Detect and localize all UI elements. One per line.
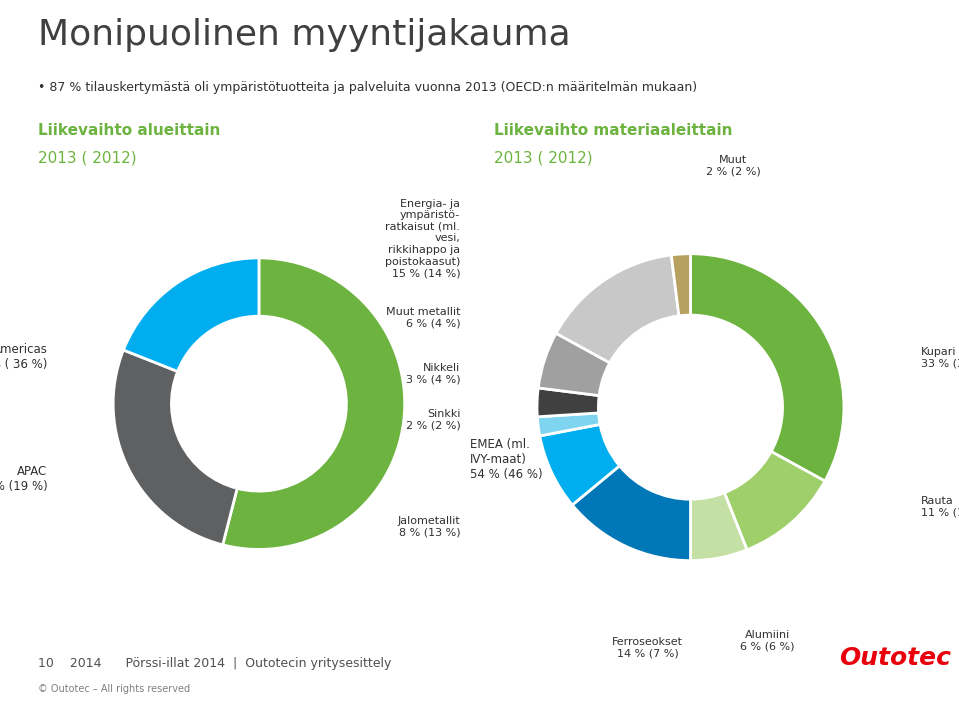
Text: © Outotec – All rights reserved: © Outotec – All rights reserved <box>38 684 191 694</box>
Text: • 87 % tilauskertymästä oli ympäristötuotteita ja palveluita vuonna 2013 (OECD:n: • 87 % tilauskertymästä oli ympäristötuo… <box>38 81 697 94</box>
Text: APAC
19 % (19 %): APAC 19 % (19 %) <box>0 465 48 494</box>
Text: Energia- ja
ympäristö-
ratkaisut (ml.
vesi,
rikkihappo ja
poistokaasut)
15 % (14: Energia- ja ympäristö- ratkaisut (ml. ve… <box>385 199 460 278</box>
Text: Ferroseokset
14 % (7 %): Ferroseokset 14 % (7 %) <box>612 637 683 659</box>
Text: Outotec: Outotec <box>839 647 951 670</box>
Text: Americas
27 % ( 36 %): Americas 27 % ( 36 %) <box>0 343 48 371</box>
Text: 10    2014      Pörssi-illat 2014  |  Outotecin yritysesittely: 10 2014 Pörssi-illat 2014 | Outotecin yr… <box>38 657 391 670</box>
Wedge shape <box>113 350 237 545</box>
Wedge shape <box>537 413 600 436</box>
Wedge shape <box>690 253 844 481</box>
Text: Rauta
11 % (14 %): Rauta 11 % (14 %) <box>921 496 959 517</box>
Wedge shape <box>556 255 679 363</box>
Text: Liikevaihto alueittain: Liikevaihto alueittain <box>38 123 221 138</box>
Wedge shape <box>573 466 690 561</box>
Text: Jalometallit
8 % (13 %): Jalometallit 8 % (13 %) <box>398 516 460 538</box>
Wedge shape <box>671 253 690 316</box>
Wedge shape <box>124 258 259 371</box>
Wedge shape <box>690 493 747 561</box>
Wedge shape <box>540 425 620 505</box>
Text: Muut metallit
6 % (4 %): Muut metallit 6 % (4 %) <box>386 307 460 329</box>
Text: Nikkeli
3 % (4 %): Nikkeli 3 % (4 %) <box>406 363 460 384</box>
Text: Kupari
33 % (33 %): Kupari 33 % (33 %) <box>921 347 959 369</box>
Wedge shape <box>537 388 599 417</box>
Text: Monipuolinen myyntijakauma: Monipuolinen myyntijakauma <box>38 18 571 51</box>
Wedge shape <box>538 333 610 396</box>
Text: Alumiini
6 % (6 %): Alumiini 6 % (6 %) <box>740 630 794 651</box>
Text: Liikevaihto materiaaleittain: Liikevaihto materiaaleittain <box>494 123 733 138</box>
Text: 2013 ( 2012): 2013 ( 2012) <box>494 151 593 166</box>
Wedge shape <box>724 451 825 550</box>
Text: Muut
2 % (2 %): Muut 2 % (2 %) <box>706 155 760 177</box>
Wedge shape <box>222 258 405 550</box>
Text: 2013 ( 2012): 2013 ( 2012) <box>38 151 137 166</box>
Text: EMEA (ml.
IVY-maat)
54 % (46 %): EMEA (ml. IVY-maat) 54 % (46 %) <box>470 437 543 481</box>
Text: Sinkki
2 % (2 %): Sinkki 2 % (2 %) <box>406 409 460 430</box>
